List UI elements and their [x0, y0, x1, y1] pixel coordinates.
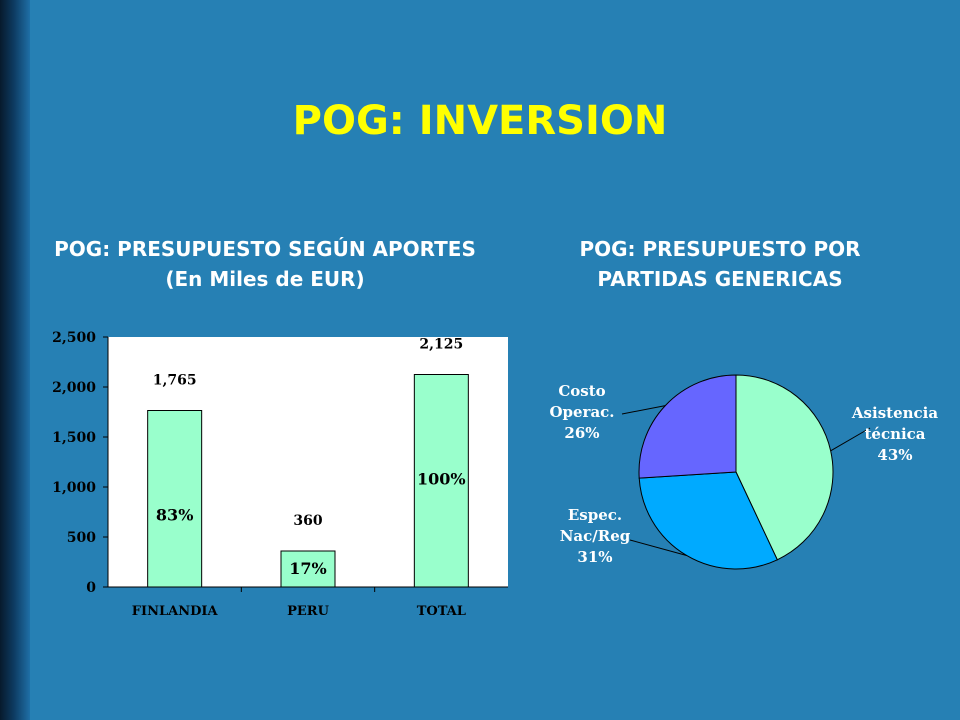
bar-percent-label: 83%: [156, 506, 193, 525]
pie-chart-title: POG: PRESUPUESTO POR PARTIDAS GENERICAS: [500, 234, 940, 294]
pie-leader-line: [621, 405, 666, 415]
pie-slice-label: Asistencia: [851, 404, 938, 422]
bar-chart-title-line2: (En Miles de EUR): [165, 267, 365, 291]
bar-total: [413, 374, 469, 588]
bar-y-tick-label: 1,500: [52, 430, 96, 446]
left-decorative-bar: [0, 0, 30, 720]
pie-slice-label: 43%: [877, 446, 912, 464]
bar-category-label: FINLANDIA: [132, 604, 219, 619]
pie-slice-label: técnica: [864, 425, 925, 443]
pie-leader-line: [629, 539, 687, 556]
bar-category-label: TOTAL: [417, 604, 466, 619]
pie-slice-label: Espec.: [568, 506, 622, 524]
bar-y-tick-label: 2,000: [52, 380, 96, 396]
bar-value-label: 1,765: [153, 373, 197, 389]
bar-category-label: PERU: [287, 604, 329, 619]
pie-slice-label: Nac/Reg: [560, 527, 631, 545]
pie-slice-label: 26%: [564, 424, 599, 442]
pie-slice-label: Operac.: [549, 403, 614, 421]
bar-y-tick-label: 1,000: [52, 480, 96, 496]
pie-chart-title-line2: PARTIDAS GENERICAS: [597, 267, 843, 291]
bar-percent-label: 100%: [417, 470, 466, 489]
bar-value-label: 2,125: [419, 337, 463, 353]
pie-leader-line: [830, 427, 871, 452]
bar-finlandia: [147, 410, 203, 588]
bar-chart-title: POG: PRESUPUESTO SEGÚN APORTES (En Miles…: [30, 234, 500, 294]
pie-slice-label: Costo: [558, 382, 605, 400]
bar-y-tick-label: 0: [86, 580, 96, 596]
bar-percent-label: 17%: [289, 559, 326, 578]
bar-peru: [280, 550, 336, 588]
bar-y-tick-label: 2,500: [52, 330, 96, 346]
pie-slice-2: [638, 471, 778, 570]
pie-chart-title-line1: POG: PRESUPUESTO POR: [579, 237, 861, 261]
bar-chart-title-line1: POG: PRESUPUESTO SEGÚN APORTES: [54, 237, 476, 261]
pie-slice-label: 31%: [577, 548, 612, 566]
pie-slice-3: [638, 374, 737, 479]
slide-title: POG: INVERSION: [292, 98, 668, 144]
bar-value-label: 360: [293, 513, 322, 529]
bar-y-tick-label: 500: [67, 530, 96, 546]
